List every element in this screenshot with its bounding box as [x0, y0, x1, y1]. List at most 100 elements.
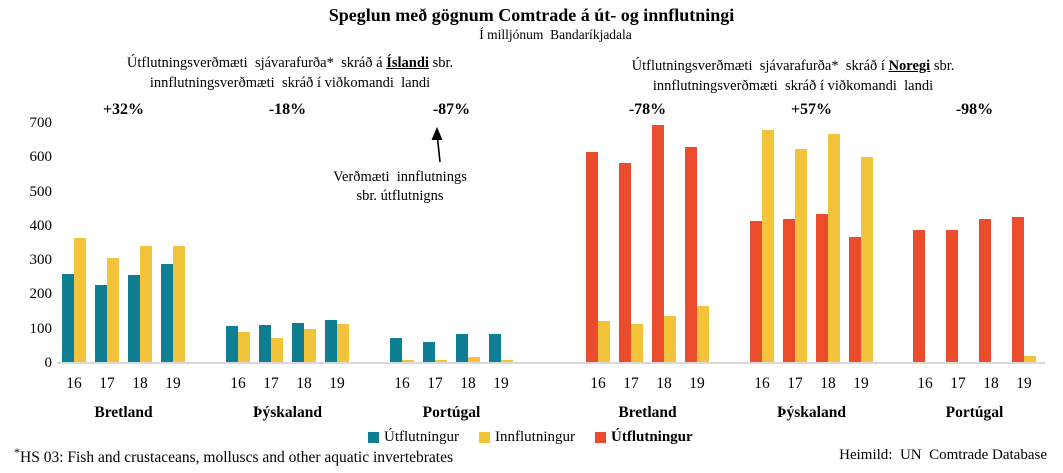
country-label: Portúgal: [945, 404, 1004, 421]
legend-item: Útflutningur: [368, 429, 459, 446]
annotation-iceland-country: Íslandi: [386, 55, 429, 71]
chart-subtitle: Í milljónum Bandaríkjadala: [479, 27, 632, 42]
bar-import: [271, 337, 283, 363]
year-tick-label: 18: [132, 375, 148, 392]
bar-import: [501, 360, 513, 363]
annotation-norway-pre: Útflutningsverðmæti sjávarafurða* skráð …: [631, 58, 889, 74]
percent-label: -98%: [955, 101, 994, 118]
bar-export: [783, 219, 795, 363]
legend-label: Útflutningur: [384, 429, 459, 445]
year-tick-label: 19: [689, 375, 705, 392]
country-label: Bretland: [94, 404, 153, 421]
bar-export: [946, 229, 958, 363]
y-axis-tick-label: 100: [29, 320, 53, 337]
bar-export: [259, 324, 271, 363]
year-tick-label: 17: [263, 375, 279, 392]
legend-item: Útflutningur: [595, 429, 693, 446]
country-label: Portúgal: [422, 404, 481, 421]
x-axis-line: [57, 362, 1045, 364]
bar-import: [861, 156, 873, 363]
annotation-norway-post: sbr.: [930, 58, 955, 74]
y-axis-tick-label: 0: [44, 355, 53, 371]
bar-group-norway-3: -78% 16 17 18 19 Bretland: [586, 101, 709, 421]
legend-item: Innflutningur: [479, 429, 575, 446]
legend: Útflutningur Innflutningur Útflutningur: [368, 429, 713, 446]
bar-export: [913, 229, 925, 363]
bar-export: [161, 263, 173, 363]
bar-import: [173, 246, 185, 363]
country-label: Þýskaland: [777, 404, 846, 421]
bar-group-iceland-0: +32% 16 17 18 19 Bretland: [62, 101, 185, 421]
bar-import: [795, 148, 807, 363]
year-tick-label: 16: [754, 375, 770, 392]
bar-export: [979, 219, 991, 363]
year-tick-label: 19: [329, 375, 345, 392]
bar-export: [816, 214, 828, 363]
bar-import: [468, 356, 480, 363]
year-tick-label: 17: [787, 375, 803, 392]
year-tick-label: 18: [983, 375, 999, 392]
bar-export: [685, 147, 697, 363]
bar-export: [226, 325, 238, 363]
legend-swatch-icon: [595, 432, 606, 443]
bar-export: [1012, 216, 1024, 363]
year-tick-label: 18: [460, 375, 476, 392]
country-label: Þýskaland: [253, 404, 322, 421]
bar-export: [750, 220, 762, 363]
bar-export: [456, 333, 468, 363]
bar-import: [1024, 356, 1036, 363]
year-tick-label: 16: [66, 375, 82, 392]
up-arrow-icon: [431, 127, 443, 163]
source-credit: Heimild: UN Comtrade Database: [839, 447, 1047, 463]
bar-export: [325, 320, 337, 363]
bar-import: [74, 237, 86, 363]
bar-import: [304, 328, 316, 363]
y-axis-tick-label: 500: [29, 183, 53, 200]
bar-export: [95, 284, 107, 363]
annotation-iceland-post: sbr.: [428, 55, 454, 71]
footnote-text: HS 03: Fish and crustaceans, molluscs an…: [20, 449, 454, 467]
percent-label: -87%: [432, 101, 471, 118]
arrow-note: Verðmæti innflutnings sbr. útflutnigns: [300, 168, 500, 206]
bar-group-norway-4: +57% 16 17 18 19 Þýskaland: [750, 101, 873, 421]
bar-export: [652, 124, 664, 363]
year-tick-label: 18: [296, 375, 312, 392]
percent-label: -78%: [628, 101, 667, 118]
percent-label: -18%: [268, 101, 307, 118]
year-tick-label: 19: [493, 375, 509, 392]
bar-group-iceland-1: -18% 16 17 18 19 Þýskaland: [226, 101, 349, 421]
y-axis-tick-label: 300: [29, 252, 53, 269]
year-tick-label: 17: [99, 375, 115, 392]
legend-label: Útflutningur: [611, 429, 693, 445]
year-tick-label: 18: [656, 375, 672, 392]
bar-import: [337, 323, 349, 363]
legend-swatch-icon: [368, 432, 379, 443]
year-tick-label: 17: [623, 375, 639, 392]
footnote-asterisk: *: [14, 445, 20, 459]
year-tick-label: 19: [165, 375, 181, 392]
legend-label: Innflutningur: [495, 429, 575, 445]
annotation-iceland: Útflutningsverðmæti sjávarafurða* skráð …: [70, 53, 510, 93]
annotation-norway-line2: innflutningsverðmæti skráð í viðkomandi …: [652, 78, 934, 94]
bar-export: [586, 152, 598, 363]
bar-export: [489, 333, 501, 363]
bar-export: [292, 322, 304, 363]
bar-import: [664, 316, 676, 363]
year-tick-label: 19: [853, 375, 869, 392]
bar-export: [423, 342, 435, 363]
chart-title: Speglun með gögnum Comtrade á út- og inn…: [328, 5, 735, 25]
bar-import: [828, 133, 840, 363]
bar-import: [402, 360, 414, 363]
annotation-norway-country: Noregi: [888, 58, 931, 74]
y-axis-tick-label: 200: [29, 286, 53, 303]
annotation-iceland-pre: Útflutningsverðmæti sjávarafurða* skráð …: [126, 55, 387, 71]
bar-group-norway-5: -98% 16 17 18 19 Portúgal: [913, 101, 1036, 421]
footnote: *HS 03: Fish and crustaceans, molluscs a…: [14, 445, 453, 467]
bar-export: [619, 163, 631, 363]
arrow-note-line2: sbr. útflutnigns: [356, 188, 444, 204]
year-tick-label: 19: [1016, 375, 1032, 392]
y-axis: 0 100 200 300 400 500 600 700: [0, 115, 53, 371]
bar-import: [631, 323, 643, 363]
bar-export: [128, 274, 140, 363]
